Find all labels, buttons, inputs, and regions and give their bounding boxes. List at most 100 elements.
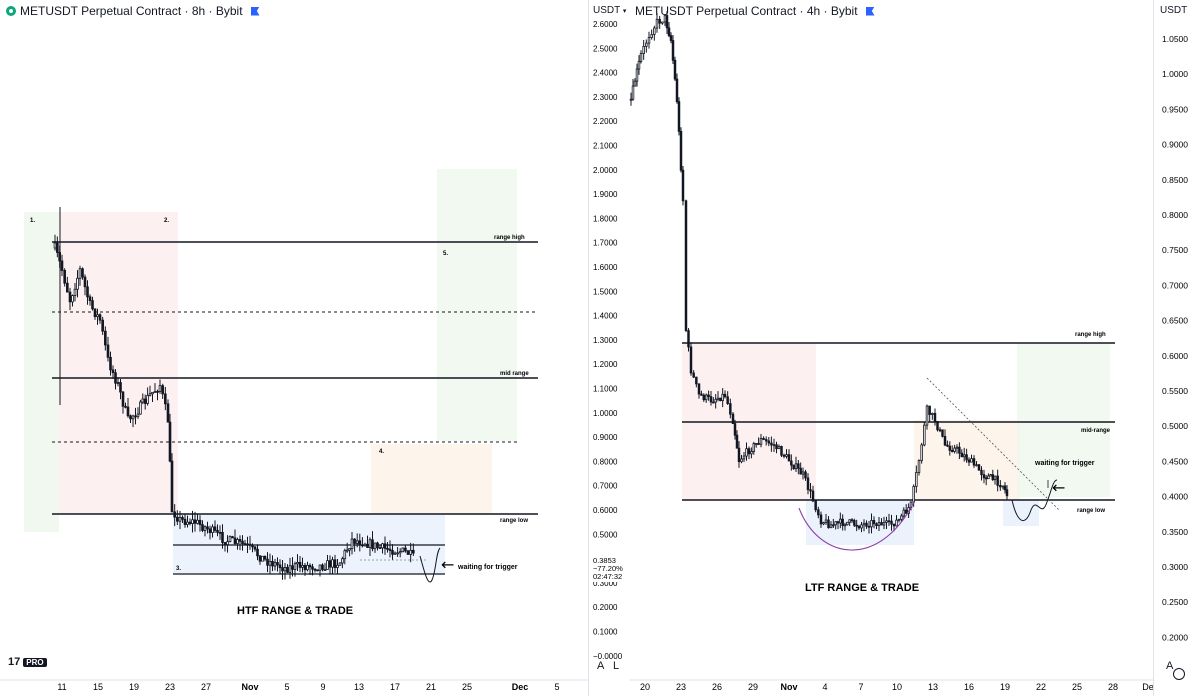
right-candle [955,446,959,449]
auto-scale-button[interactable]: A [597,660,605,672]
left-candle [268,560,272,566]
left-price-tick: 0.1000 [593,628,618,637]
right-candle [917,460,921,473]
settings-gear-icon[interactable] [1173,668,1185,680]
label-2: 2. [164,218,169,224]
left-candle [91,300,94,310]
right-candle [846,521,849,526]
right-projection-path [1011,479,1058,522]
flag-icon[interactable] [250,6,260,16]
left-candle [226,541,229,545]
right-chart-svg[interactable]: ← range high mid-range range low waiting for… [629,0,1153,696]
left-candle [321,564,324,570]
left-candle [196,519,199,524]
x-tick-label: 25 [462,682,472,692]
left-candle [158,385,162,392]
zone-4-orange [371,444,492,514]
right-candle [970,458,973,463]
right-candle [972,458,976,466]
left-chart-panel[interactable]: ← 1. 2. 3. 4. 5. range high mid range range low w… [0,0,588,696]
x-tick-label: 11 [57,682,66,692]
right-candle [740,458,743,463]
left-candle [178,517,182,522]
left-candle [383,543,387,549]
left-candle [251,544,254,548]
right-candle [742,455,746,460]
left-price-tick: 2.6000 [593,20,618,29]
right-auto-scale-button[interactable]: A [1166,660,1174,672]
left-candle [68,291,72,303]
right-candle [890,520,893,525]
right-candle [817,509,820,516]
left-candle [288,565,292,573]
right-price-axis-svg: 1.0500 1.0000 0.9500 0.9000 0.8500 0.8000 0.75… [1162,34,1188,642]
left-chart-title: METUSDT Perpetual Contract · 8h · Bybit [20,4,243,18]
right-candle [912,485,915,503]
right-candle [900,515,903,520]
left-candle [56,242,59,253]
left-candle [236,539,239,544]
right-candle [635,68,639,82]
right-candle [1003,485,1007,491]
left-candle [263,555,267,560]
right-price-tick: 1.0000 [1162,69,1188,79]
right-candle [689,346,693,374]
right-candle [782,454,786,457]
right-candle [790,460,793,466]
right-candle [1005,489,1009,497]
flag-icon[interactable] [865,6,875,16]
left-candle [373,542,377,550]
x-tick-label: 25 [1072,682,1082,692]
right-axis-unit[interactable]: USDT [1160,5,1188,16]
left-price-tick: 0.3000 [593,579,618,588]
left-candle [306,564,309,571]
right-candle [673,59,677,80]
right-candle [950,449,954,452]
x-tick-label: 23 [165,682,175,692]
left-price-axis[interactable]: USDT ▾ 2.6000 2.5000 2.4000 2.3000 2.2000 2.1… [588,0,631,696]
right-candle [875,523,878,527]
left-candle [331,559,334,568]
left-candle [104,330,107,346]
zone-1-green [24,212,59,532]
right-candle [897,518,901,521]
right-chart-panel[interactable]: ← range high mid-range range low waiting for… [629,0,1200,696]
x-tick-label: 9 [320,682,325,692]
trendline [926,377,1060,511]
log-scale-button[interactable]: L [613,660,620,672]
right-candle [642,45,645,54]
right-candle [707,394,710,397]
right-candle [787,454,791,462]
right-candle [647,37,651,44]
right-price-axis[interactable]: USDT 1.0500 1.0000 0.9500 0.9000 0.8500 0.800… [1153,0,1200,696]
left-axis-unit[interactable]: USDT ▾ [593,5,626,16]
left-candle [286,566,289,573]
left-price-tick: 0.2000 [593,603,618,612]
left-candle [313,568,317,571]
right-candle [885,520,888,523]
right-candle [819,514,823,525]
right-candle [843,524,847,527]
left-candle [63,270,66,284]
right-candle [764,439,768,442]
right-price-tick: 0.6500 [1162,316,1188,326]
right-candle [692,372,695,378]
right-chart-title: METUSDT Perpetual Contract · 4h · Bybit [635,4,858,18]
right-candle [687,330,690,348]
left-candle [345,549,349,552]
right-candle [989,474,992,477]
right-candle [827,519,830,529]
right-candle [880,522,883,526]
x-tick-label: 5 [554,682,559,692]
left-chart-svg[interactable]: ← 1. 2. 3. 4. 5. range high mid range range low w… [0,0,588,696]
left-price-tick: 0.9000 [593,433,618,442]
x-tick-label: 10 [892,682,902,692]
right-candle [754,443,758,445]
right-candle [801,471,805,475]
right-candle [882,521,886,526]
zone-green [1017,343,1110,497]
right-price-tick: 0.6000 [1162,351,1188,361]
left-candle [393,552,397,555]
right-candle [681,169,685,202]
right-chart-header: METUSDT Perpetual Contract · 4h · Bybit [635,4,875,18]
